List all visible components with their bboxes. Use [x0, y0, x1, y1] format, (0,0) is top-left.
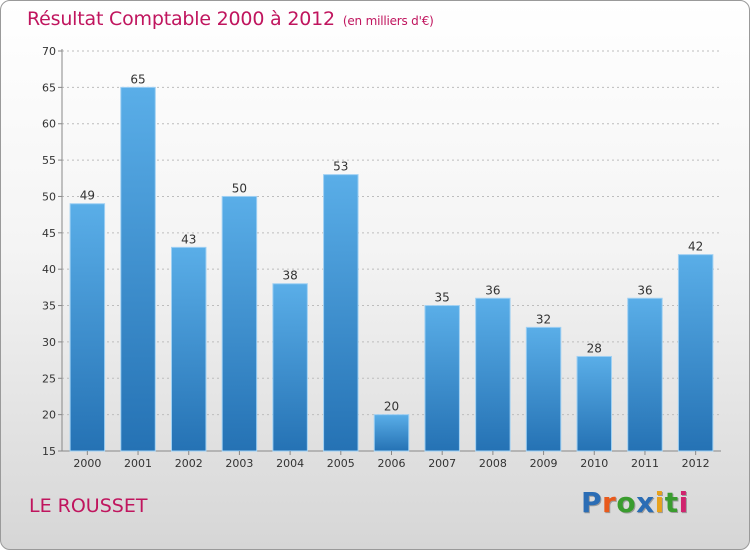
- x-tick-label-2004: 2004: [276, 457, 304, 470]
- bar-2005: [323, 174, 359, 452]
- bar-2010: [576, 355, 613, 452]
- data-label-2001: 65: [130, 72, 145, 86]
- data-label-2003: 50: [232, 181, 247, 195]
- bar-2006: [373, 414, 410, 452]
- data-label-2007: 35: [435, 291, 450, 305]
- y-tick-label: 40: [42, 263, 56, 276]
- bar-2001: [120, 86, 156, 452]
- data-label-2011: 36: [637, 283, 652, 297]
- y-tick-label: 55: [42, 154, 56, 167]
- proxiti-logo: Proxiti: [581, 486, 689, 519]
- x-tick-label-2003: 2003: [225, 457, 253, 470]
- y-tick-label: 60: [42, 118, 56, 131]
- bar-2011: [627, 297, 663, 452]
- logo-letter: i: [678, 486, 689, 519]
- x-tick-label-2001: 2001: [124, 457, 152, 470]
- y-tick-label: 30: [42, 336, 56, 349]
- y-tick-label: 70: [42, 45, 56, 58]
- x-tick-label-2012: 2012: [682, 457, 710, 470]
- bar-2012: [677, 254, 714, 452]
- logo-letter: r: [602, 486, 617, 519]
- bar-2007: [424, 305, 460, 452]
- bar-2008: [475, 297, 511, 452]
- data-label-2009: 32: [536, 312, 551, 326]
- y-tick-label: 65: [42, 81, 56, 94]
- y-tick-label: 20: [42, 409, 56, 422]
- bar-2004: [272, 283, 308, 452]
- data-label-2008: 36: [485, 283, 500, 297]
- logo-letter: i: [654, 486, 665, 519]
- x-tick-label-2002: 2002: [175, 457, 203, 470]
- bar-2003: [221, 195, 258, 452]
- data-label-2000: 49: [80, 189, 95, 203]
- unit-label: (en milliers d'€): [342, 14, 434, 28]
- commune-name: LE ROUSSET: [29, 495, 148, 517]
- y-tick-label: 45: [42, 227, 56, 240]
- chart-title: Résultat Comptable 2000 à 2012 (en millie…: [27, 8, 434, 30]
- bar-2000: [69, 203, 106, 452]
- data-label-2006: 20: [384, 400, 399, 414]
- x-tick-label-2010: 2010: [580, 457, 608, 470]
- data-label-2004: 38: [282, 269, 297, 283]
- x-tick-label-2007: 2007: [428, 457, 456, 470]
- x-tick-label-2011: 2011: [631, 457, 659, 470]
- logo-letter: t: [664, 486, 679, 519]
- bar-2009: [525, 326, 562, 452]
- y-tick-label: 35: [42, 300, 56, 313]
- x-tick-label-2006: 2006: [378, 457, 406, 470]
- x-tick-label-2009: 2009: [530, 457, 558, 470]
- logo-letter: x: [636, 486, 655, 519]
- y-tick-label: 50: [42, 190, 56, 203]
- data-label-2002: 43: [181, 232, 196, 246]
- data-label-2012: 42: [688, 240, 703, 254]
- logo-letter: P: [581, 486, 603, 519]
- title-text: Résultat Comptable 2000 à 2012: [27, 8, 335, 30]
- data-label-2005: 53: [333, 160, 348, 174]
- data-label-2010: 28: [587, 341, 602, 355]
- y-tick-label: 25: [42, 372, 56, 385]
- x-tick-label-2008: 2008: [479, 457, 507, 470]
- y-tick-label: 15: [42, 445, 56, 458]
- x-tick-label-2000: 2000: [73, 457, 101, 470]
- logo-letter: o: [616, 486, 637, 519]
- bar-2002: [170, 246, 207, 452]
- x-tick-label-2005: 2005: [327, 457, 355, 470]
